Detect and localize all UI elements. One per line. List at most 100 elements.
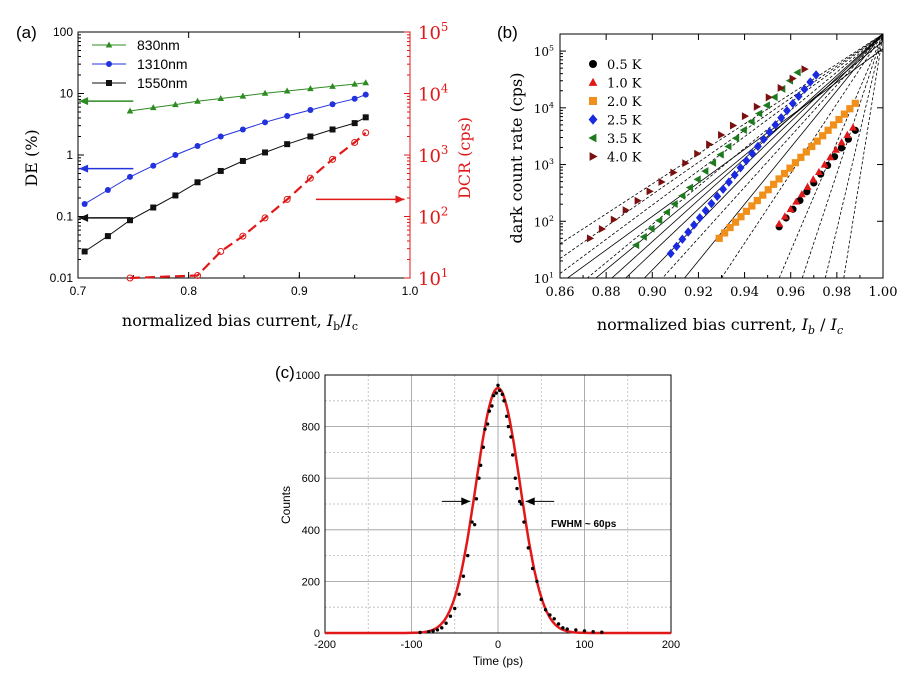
panel-c-y-tick-label: 1000 — [296, 370, 320, 382]
panel-c-point — [470, 520, 474, 524]
panel-b-point — [851, 99, 859, 107]
panel-c-x-tick-label: 0 — [495, 639, 501, 651]
panel-c-label: (c) — [275, 363, 295, 382]
panel-a-point — [217, 133, 224, 140]
panel-c-y-axis-label: Counts — [279, 486, 293, 524]
panel-b-y-tick-label: 105 — [534, 44, 554, 59]
panel-b-point — [707, 198, 716, 209]
panel-b-point — [846, 105, 854, 113]
panel-c-point — [435, 628, 440, 632]
panel-a-point — [172, 192, 179, 199]
panel-b-point — [771, 120, 780, 130]
panel-a-point — [194, 97, 201, 104]
panel-c-point — [494, 391, 498, 395]
panel-b-x-axis-label: normalized bias current, Ib / Ic — [597, 315, 843, 337]
panel-b-point — [753, 102, 762, 111]
panel-a-arrow-head — [79, 213, 89, 222]
panel-b-point — [655, 216, 663, 225]
panel-c-x-tick-label: 200 — [662, 639, 680, 651]
panel-b-legend-marker — [588, 114, 598, 125]
panel-a-legend-label: 1550nm — [137, 75, 188, 91]
panel-b-point — [715, 234, 723, 242]
panel-c: (c) -200 -100 0 100 200 0 200 400 600 800 1000 FWH… — [275, 363, 680, 668]
panel-c-axes — [324, 374, 672, 634]
panel-a-fit-lines — [84, 82, 367, 280]
panel-b-dashed-fit-line — [586, 34, 883, 278]
panel-b-point — [812, 70, 821, 80]
panel-c-point — [496, 383, 500, 388]
panel-b-points — [586, 65, 859, 259]
panel-b-y-tick-label: 103 — [534, 157, 554, 172]
panel-b-point — [800, 84, 809, 94]
panel-b-point — [646, 187, 654, 196]
panel-b-y-tick-label: 102 — [534, 214, 554, 229]
panel-b-point — [662, 208, 670, 217]
panel-b-point — [765, 127, 774, 137]
panel-c-x-tick-label: -200 — [314, 639, 336, 651]
panel-a-y-tick-label: 100 — [53, 25, 73, 39]
panel-c-point — [487, 409, 492, 413]
panel-b-point — [685, 183, 694, 192]
panel-b-dashed-fit-line — [560, 34, 883, 245]
panel-a-point — [362, 129, 370, 137]
panel-b-point — [802, 148, 810, 156]
panel-b-point — [701, 167, 709, 176]
panel-b-point — [770, 93, 778, 102]
panel-b-solid-fit-line — [611, 34, 883, 278]
panel-b-point — [731, 134, 740, 143]
panel-b-point — [684, 227, 693, 237]
panel-c-y-tick-label: 400 — [302, 525, 320, 537]
panel-a-point — [362, 91, 369, 98]
panel-a-y2-tick-label: 101 — [418, 266, 448, 290]
panel-b-point — [678, 234, 687, 244]
panel-a-point — [351, 120, 358, 127]
panel-c-point — [506, 424, 511, 429]
panel-b-legend: 0.5 K 1.0 K 2.0 K 2.5 K 3.5 K 4.0 K — [588, 58, 642, 166]
panel-b-point — [639, 232, 647, 241]
panel-b-point — [759, 134, 768, 144]
panel-a-point — [351, 138, 359, 146]
panel-a-point — [150, 162, 157, 169]
panel-c-point — [457, 592, 461, 596]
panel-b-point — [706, 140, 714, 149]
panel-b-point — [824, 126, 832, 134]
panel-a-axes — [77, 31, 411, 279]
panel-b-x-tick-label: 0.96 — [776, 285, 805, 300]
panel-b-point — [814, 167, 823, 176]
panel-c-point — [427, 630, 431, 634]
panel-b-point — [753, 141, 762, 152]
panel-b-dashed-fit-line — [661, 34, 883, 278]
panel-c-point — [530, 566, 535, 571]
panel-a-point — [284, 141, 291, 148]
panel-a-y2-tick-label: 105 — [418, 20, 448, 44]
panel-b-point — [730, 170, 739, 180]
panel-b: (b) 0.86 0.88 0.90 0.92 0.94 0.96 0.98 1.00 101 1… — [497, 23, 897, 337]
panel-b-point — [792, 197, 801, 205]
panel-b-point — [682, 159, 690, 168]
panel-b-solid-fit-line — [643, 34, 883, 278]
panel-a-y-axis-label: DE (%) — [22, 129, 41, 186]
panel-c-annotation: FWHM ~ 60ps — [551, 519, 617, 530]
panel-b-point — [739, 126, 747, 134]
panel-a-point — [127, 173, 134, 180]
panel-c-x-tick-label: -100 — [400, 639, 422, 651]
panel-b-point — [820, 160, 829, 168]
panel-a-arrows — [79, 97, 405, 222]
panel-c-point — [600, 630, 604, 634]
panel-b-legend-label: 1.0 K — [607, 77, 642, 92]
panel-b-dashed-fit-line — [801, 34, 883, 278]
panel-b-point — [803, 188, 811, 196]
panel-c-points — [418, 383, 604, 635]
panel-a-point — [307, 106, 314, 113]
panel-a-point — [149, 104, 157, 111]
panel-c-point — [479, 463, 483, 467]
panel-b-point — [780, 169, 789, 178]
panel-a-point — [262, 119, 269, 126]
panel-a-legend-label: 830nm — [137, 37, 180, 53]
panel-b-legend-marker — [588, 77, 598, 86]
panel-b-legend-marker — [589, 152, 598, 161]
panel-a-x-tick-label: 1.0 — [402, 284, 419, 298]
panel-a-point — [329, 155, 337, 163]
panel-b-point — [793, 68, 801, 77]
panel-a-point — [351, 95, 358, 102]
